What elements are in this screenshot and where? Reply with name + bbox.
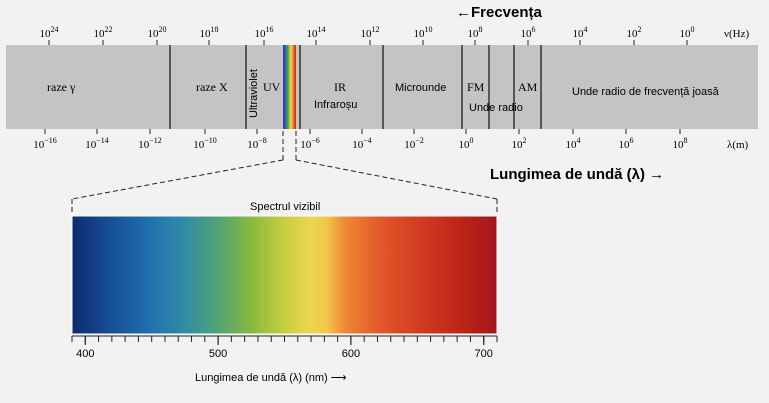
frequency-tick-label: 106: [521, 25, 536, 40]
frequency-title: ←Frecvența: [456, 4, 543, 21]
band-ir-sub: Infraroșu: [314, 99, 357, 111]
wavelength-tick-label: 10−6: [300, 136, 320, 151]
visible-tick-label: 500: [209, 348, 227, 360]
visible-axis-label: Lungimea de undă (λ) (nm) ⟶: [195, 372, 347, 384]
band-uv: UV: [263, 80, 281, 94]
wavelength-tick-label: 100: [459, 136, 474, 151]
wavelength-tick-label: 10−4: [352, 136, 372, 151]
band-radio: Unde radio: [469, 102, 523, 114]
visible-spectrum: [72, 216, 497, 334]
visible-tick-label: 700: [475, 348, 493, 360]
band-low-freq-radio: Unde radio de frecvență joasă: [572, 86, 720, 98]
frequency-unit: ν(Hz): [724, 28, 749, 40]
frequency-tick-label: 1010: [414, 25, 433, 40]
band-dividers: [169, 45, 542, 129]
visible-strip: [283, 45, 296, 129]
spectrum-band: [6, 45, 758, 129]
wavelength-tick-label: 10−14: [85, 136, 109, 151]
wavelength-tick-label: 106: [619, 136, 634, 151]
frequency-tick-label: 1018: [200, 25, 219, 40]
band-xray: raze X: [196, 80, 228, 94]
wavelength-tick-label: 10−12: [138, 136, 162, 151]
frequency-tick-label: 1014: [307, 25, 326, 40]
wavelength-tick-label: 104: [566, 136, 581, 151]
band-am: AM: [518, 80, 538, 94]
frequency-tick-label: 108: [468, 25, 483, 40]
visible-axis: 400 500 600 700: [71, 335, 498, 360]
wavelength-title: Lungimea de undă (λ) →: [490, 166, 664, 183]
zoom-lines: [71, 131, 498, 214]
frequency-tick-label: 102: [627, 25, 642, 40]
visible-tick-label: 600: [342, 348, 360, 360]
wavelength-tick-label: 108: [673, 136, 688, 151]
wavelength-tick-label: 10−8: [247, 136, 267, 151]
frequency-tick-label: 100: [680, 25, 695, 40]
wavelength-tick-label: 102: [512, 136, 527, 151]
frequency-tick-label: 1012: [361, 25, 380, 40]
band-uv-vertical: Ultraviolet: [248, 69, 260, 118]
wavelength-axis: 10−16 10−14 10−12 10−10 10−8 10−6 10−4 10−2 100 1…: [33, 129, 749, 151]
visible-spectrum-border: [71, 215, 498, 335]
frequency-axis: 1024 1022 1020 1018 1016 1014 1012 1010 108 106 10…: [40, 25, 749, 45]
visible-title: Spectrul vizibil: [250, 201, 320, 213]
wavelength-unit: λ(m): [727, 139, 749, 151]
band-gamma: raze γ: [47, 80, 76, 94]
frequency-tick-label: 104: [573, 25, 588, 40]
frequency-tick-label: 1024: [40, 25, 59, 40]
wavelength-tick-label: 10−2: [404, 136, 424, 151]
band-microwave: Microunde: [395, 82, 446, 94]
wavelength-tick-label: 10−10: [193, 136, 217, 151]
band-fm: FM: [467, 80, 485, 94]
frequency-tick-label: 1016: [255, 25, 274, 40]
visible-tick-label: 400: [76, 348, 94, 360]
frequency-tick-label: 1020: [148, 25, 167, 40]
band-ir: IR: [334, 80, 346, 94]
frequency-tick-label: 1022: [94, 25, 113, 40]
wavelength-tick-label: 10−16: [33, 136, 57, 151]
